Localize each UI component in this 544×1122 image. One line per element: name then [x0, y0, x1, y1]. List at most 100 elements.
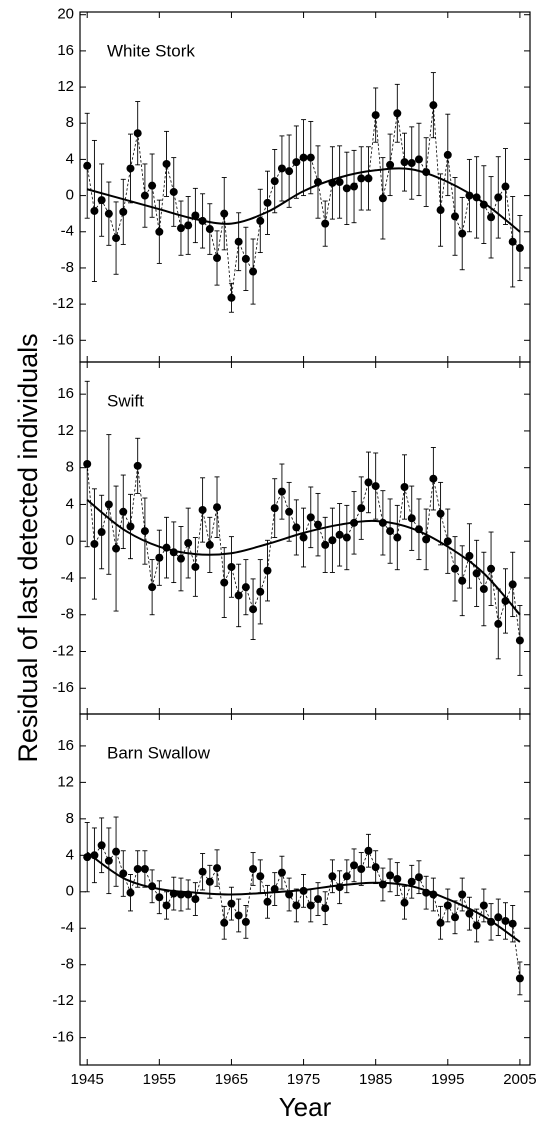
data-point	[162, 159, 171, 168]
data-point	[472, 569, 481, 578]
data-point	[414, 873, 423, 882]
data-point	[487, 213, 496, 222]
data-point	[112, 234, 121, 243]
x-tick-label: 1955	[143, 1071, 176, 1088]
data-point	[299, 153, 308, 162]
data-point	[400, 898, 409, 907]
data-point	[515, 974, 524, 983]
data-point	[126, 164, 135, 173]
data-point	[169, 187, 178, 196]
plot-frame	[79, 11, 531, 363]
data-point	[241, 254, 250, 263]
x-tick-label: 1945	[71, 1071, 104, 1088]
data-point	[386, 527, 395, 536]
data-point	[97, 841, 106, 850]
data-point	[465, 909, 474, 918]
data-point	[407, 877, 416, 886]
data-point	[249, 864, 258, 873]
data-point	[371, 111, 380, 120]
data-point	[313, 520, 322, 529]
y-tick-label: 12	[57, 78, 74, 95]
data-point	[133, 129, 142, 138]
data-point	[451, 564, 459, 573]
data-point	[90, 206, 99, 215]
data-point	[508, 919, 517, 928]
data-point	[241, 583, 250, 592]
data-point	[104, 500, 113, 509]
y-tick-label: 4	[66, 495, 74, 512]
data-point	[501, 916, 510, 925]
data-point	[256, 216, 265, 225]
data-point	[277, 164, 286, 173]
trend-line	[86, 167, 521, 233]
data-point	[97, 196, 106, 205]
data-point	[508, 580, 517, 589]
data-point	[191, 562, 200, 571]
data-point	[126, 522, 135, 531]
data-point	[97, 528, 106, 537]
data-point	[436, 509, 445, 518]
data-point	[458, 890, 467, 899]
data-point	[270, 177, 279, 186]
data-point	[205, 225, 214, 234]
data-point	[335, 530, 344, 539]
y-tick-label: 0	[66, 883, 74, 900]
y-tick-label: -8	[61, 259, 74, 276]
data-point	[393, 109, 402, 118]
data-point	[198, 505, 207, 514]
y-tick-label: 0	[66, 187, 74, 204]
data-point	[321, 540, 330, 549]
data-point	[270, 504, 279, 513]
y-tick-label: -4	[61, 223, 74, 240]
data-point	[104, 209, 113, 218]
data-point	[472, 921, 481, 930]
data-point	[285, 890, 294, 899]
data-point	[227, 562, 236, 571]
data-point	[515, 636, 524, 645]
data-point	[148, 181, 157, 190]
x-tick-label: 1965	[215, 1071, 248, 1088]
panel-title: White Stork	[107, 41, 195, 60]
data-point	[357, 174, 366, 183]
data-point	[328, 536, 337, 545]
data-point	[487, 564, 496, 573]
y-tick-label: 20	[57, 6, 74, 23]
data-point	[443, 537, 452, 546]
x-tick-label: 2005	[503, 1071, 536, 1088]
data-point	[220, 209, 229, 218]
data-point	[126, 888, 135, 897]
data-point	[155, 227, 164, 236]
data-point	[386, 160, 395, 169]
data-point	[508, 237, 517, 246]
data-point	[90, 539, 99, 548]
data-point	[321, 219, 330, 228]
data-point	[119, 869, 128, 878]
data-point	[313, 895, 322, 904]
data-point	[249, 267, 258, 276]
data-point	[227, 899, 236, 908]
data-point	[241, 917, 250, 926]
data-point	[378, 880, 387, 889]
data-point	[321, 904, 330, 913]
data-point	[184, 539, 193, 548]
y-tick-label: -16	[52, 679, 74, 696]
data-point	[285, 167, 294, 176]
y-tick-label: 12	[57, 773, 74, 790]
data-point	[393, 533, 402, 542]
data-point	[277, 487, 286, 496]
data-point	[443, 901, 452, 910]
data-point	[306, 153, 315, 162]
data-point	[220, 918, 229, 927]
data-point	[436, 206, 445, 215]
data-point	[133, 864, 142, 873]
data-point	[119, 207, 128, 216]
data-point	[155, 893, 164, 902]
data-point	[227, 293, 236, 302]
data-point	[292, 523, 301, 532]
data-point	[342, 872, 351, 881]
data-point	[83, 460, 92, 469]
data-point	[335, 178, 344, 187]
data-point	[176, 224, 185, 233]
data-point	[263, 897, 272, 906]
data-point	[184, 221, 193, 230]
